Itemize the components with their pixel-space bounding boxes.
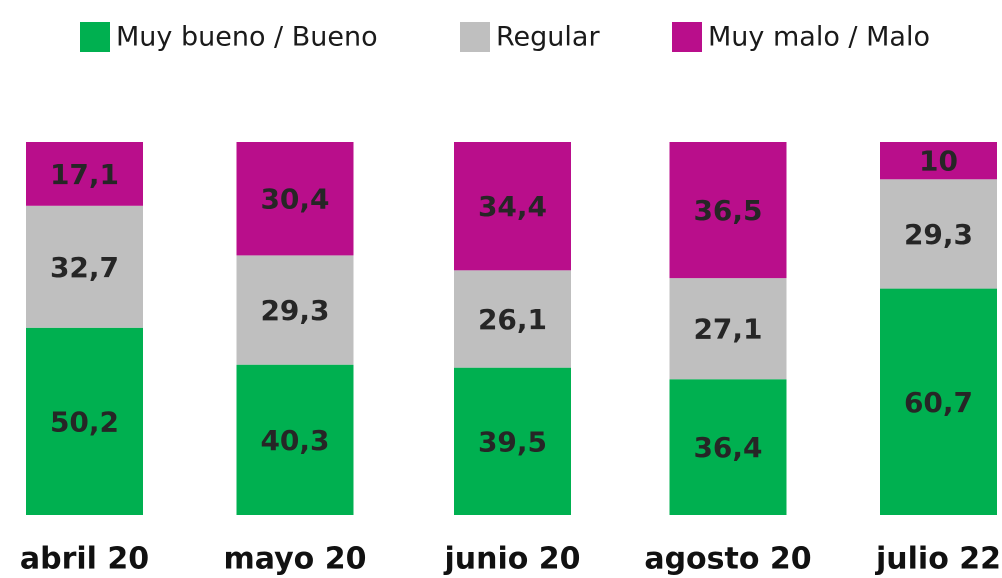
- bar-segment: [26, 142, 143, 206]
- bar-segment: [26, 205, 143, 328]
- value-label: 36,5: [693, 194, 762, 227]
- x-tick-label: abril 20: [20, 542, 149, 577]
- legend-swatch: [460, 22, 490, 52]
- value-label: 17,1: [50, 158, 119, 191]
- value-label: 40,3: [260, 424, 329, 457]
- bar-segment: [454, 367, 571, 515]
- value-label: 30,4: [260, 183, 329, 216]
- bar-segment: [880, 288, 997, 515]
- bar-segment: [880, 179, 997, 289]
- bar-segment: [26, 327, 143, 515]
- value-label: 29,3: [260, 294, 329, 327]
- value-label: 27,1: [693, 313, 762, 346]
- x-tick-label: agosto 20: [644, 542, 811, 577]
- bar-segment: [454, 270, 571, 368]
- legend-label: Regular: [496, 22, 600, 53]
- bar-segment: [669, 278, 787, 380]
- x-tick-label: mayo 20: [224, 542, 367, 577]
- bar-segment: [236, 364, 354, 515]
- legend-label: Muy malo / Malo: [708, 22, 930, 53]
- value-label: 39,5: [478, 425, 547, 458]
- x-tick-label: junio 20: [443, 542, 580, 577]
- bar-segment: [454, 142, 571, 271]
- value-label: 26,1: [478, 303, 547, 336]
- bar-segment: [236, 142, 354, 256]
- bar-segment: [669, 142, 787, 279]
- legend-label: Muy bueno / Bueno: [116, 22, 378, 53]
- value-label: 36,4: [693, 431, 762, 464]
- legend-swatch: [80, 22, 110, 52]
- value-label: 32,7: [50, 251, 119, 284]
- bar-segment: [880, 142, 997, 180]
- value-label: 50,2: [50, 405, 119, 438]
- legend-swatch: [672, 22, 702, 52]
- bar-segment: [669, 379, 787, 515]
- value-label: 10: [919, 145, 958, 178]
- x-tick-label: julio 22: [875, 542, 1001, 577]
- value-label: 60,7: [904, 386, 973, 419]
- bar-segment: [236, 255, 354, 365]
- value-label: 34,4: [478, 190, 547, 223]
- value-label: 29,3: [904, 218, 973, 251]
